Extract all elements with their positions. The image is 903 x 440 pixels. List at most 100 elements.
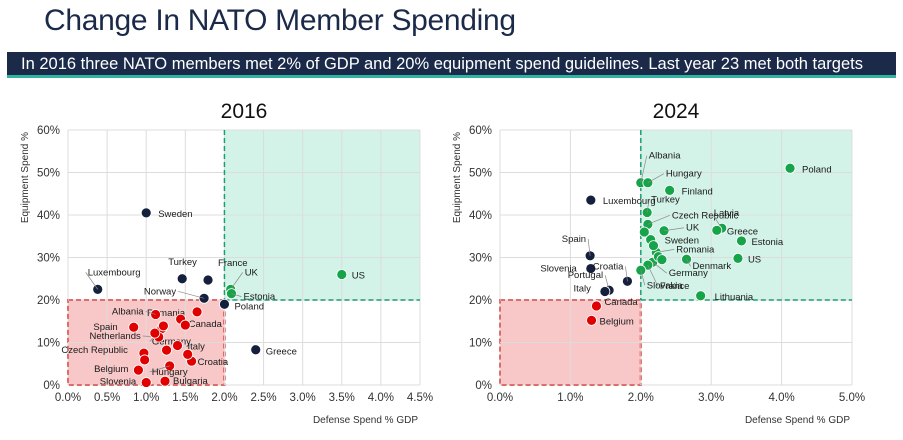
- point-romania: [191, 306, 203, 318]
- point-poland: [219, 298, 230, 310]
- x-tick-label: 3.5%: [329, 392, 355, 404]
- point-label-slovenia: Slovenia: [540, 264, 577, 275]
- leader-line: [686, 259, 691, 267]
- point-label-czech-republic: Czech Republic: [672, 210, 739, 221]
- point-finland: [664, 184, 676, 196]
- point-label-croatia: Croatia: [593, 261, 624, 272]
- point-label-france: France: [660, 281, 690, 292]
- x-tick-label: 0.0%: [55, 392, 81, 404]
- point-label-romania: Romania: [676, 244, 715, 255]
- point-label-netherlands: Netherlands: [90, 331, 141, 342]
- subtitle-banner: In 2016 three NATO members met 2% of GDP…: [7, 52, 896, 78]
- point-greece: [711, 224, 723, 236]
- point-lithuania: [695, 290, 707, 302]
- x-axis-label: Defense Spend % GDP: [313, 415, 418, 426]
- x-tick-label: 2.0%: [211, 392, 237, 404]
- leader-line: [640, 270, 646, 286]
- point-slovenia: [585, 263, 597, 274]
- point-label-germany: Germany: [669, 268, 708, 279]
- x-tick-label: 1.5%: [172, 392, 198, 404]
- y-axis-label: Equipment Spend %: [452, 132, 463, 223]
- point-label-hungary: Hungary: [152, 367, 188, 378]
- x-tick-label: 0.5%: [94, 392, 120, 404]
- scatter-chart-2016: 2016 0.0% 0.5% 1.0% 1.5% 2.0% 2.5% 3.0% 3.5% 4.0%…: [20, 100, 433, 426]
- y-tick-label: 30%: [37, 253, 60, 265]
- point-label-greece: Greece: [266, 347, 297, 358]
- point-label-slovakia: Slovakia: [647, 280, 684, 291]
- point-label-france: France: [218, 258, 248, 269]
- point-us: [336, 269, 348, 280]
- point-label-us: US: [352, 271, 365, 282]
- chart-title: 2024: [653, 100, 700, 123]
- point-unlabeled: [179, 319, 191, 331]
- y-tick-label: 30%: [469, 253, 492, 265]
- point-sweden: [140, 207, 152, 219]
- y-axis-label: Equipment Spend %: [20, 132, 31, 223]
- point-label-albania: Albania: [649, 151, 681, 162]
- point-label-romania: Romania: [147, 308, 186, 319]
- point-unlabeled: [182, 348, 194, 360]
- leader-line: [647, 173, 665, 184]
- point-slovakia: [635, 264, 647, 276]
- point-label-estonia: Estonia: [751, 237, 783, 248]
- leader-line: [663, 227, 685, 232]
- leader-line: [711, 212, 723, 229]
- leader-line: [652, 261, 667, 274]
- point-label-lithuania: Lithuania: [715, 292, 754, 303]
- leader-line: [647, 264, 659, 287]
- point-albania: [150, 309, 162, 320]
- leader-line: [647, 215, 670, 225]
- point-label-albania: Albania: [112, 306, 144, 317]
- point-label-turkey: Turkey: [651, 194, 680, 205]
- point-label-luxembourg: Luxembourg: [88, 267, 141, 278]
- point-label-belgium: Belgium: [94, 364, 128, 375]
- point-belgium: [133, 364, 144, 376]
- leader-line: [178, 290, 205, 299]
- point-label-turkey: Turkey: [168, 257, 197, 268]
- point-label-bulgaria: Bulgaria: [173, 376, 209, 387]
- point-label-us: US: [748, 254, 761, 265]
- point-label-slovenia: Slovenia: [100, 376, 137, 387]
- point-estonia: [736, 235, 747, 247]
- chart-title: 2016: [221, 100, 268, 123]
- point-luxembourg: [585, 194, 597, 206]
- point-canada: [591, 300, 602, 312]
- x-tick-label: 0.0%: [487, 392, 513, 404]
- x-tick-label: 4.5%: [407, 392, 433, 404]
- point-label-germany: Germany: [152, 336, 191, 347]
- leader-line: [646, 199, 650, 213]
- point-label-luxembourg: Luxembourg: [603, 196, 656, 207]
- point-hungary: [642, 177, 654, 189]
- y-tick-label: 20%: [469, 295, 492, 307]
- point-unlabeled: [656, 254, 668, 266]
- point-label-latvia: Latvia: [714, 208, 740, 219]
- leader-line: [587, 238, 591, 256]
- point-label-spain: Spain: [562, 234, 586, 245]
- y-tick-label: 50%: [469, 168, 492, 180]
- point-us: [732, 252, 744, 264]
- point-slovenia: [140, 377, 152, 388]
- point-label-italy: Italy: [573, 284, 591, 295]
- point-bulgaria: [159, 375, 171, 387]
- x-tick-label: 1.0%: [133, 392, 159, 404]
- point-label-denmark: Denmark: [693, 261, 732, 272]
- point-label-hungary: Hungary: [666, 169, 702, 180]
- point-turkey: [641, 207, 653, 218]
- point-label-sweden: Sweden: [158, 209, 192, 220]
- point-label-norway: Norway: [144, 286, 176, 297]
- x-tick-label: 3.0%: [698, 392, 724, 404]
- point-belgium: [586, 314, 597, 326]
- y-tick-label: 40%: [37, 210, 60, 222]
- chart-panel-2024: 2024 0.0% 1.0% 2.0% 3.0% 4.0% 5.0% 0% 10% 20% 30% 4…: [452, 90, 872, 435]
- point-unlabeled: [149, 327, 161, 339]
- point-unlabeled: [648, 240, 659, 252]
- point-unlabeled: [158, 320, 169, 332]
- point-france: [202, 274, 214, 286]
- chart-panel-2016: 2016 0.0% 0.5% 1.0% 1.5% 2.0% 2.5% 3.0% 3.5% 4.0%…: [20, 90, 440, 435]
- point-label-uk: UK: [245, 267, 259, 278]
- point-italy: [172, 340, 183, 351]
- x-tick-label: 4.0%: [768, 392, 794, 404]
- point-poland: [784, 162, 796, 174]
- y-tick-label: 0%: [475, 380, 492, 392]
- point-italy: [599, 286, 611, 297]
